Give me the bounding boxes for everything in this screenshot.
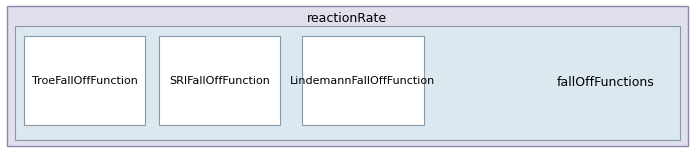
FancyBboxPatch shape	[7, 6, 688, 146]
FancyBboxPatch shape	[159, 36, 280, 125]
FancyBboxPatch shape	[302, 36, 424, 125]
Text: reactionRate: reactionRate	[307, 12, 388, 25]
FancyBboxPatch shape	[24, 36, 145, 125]
Text: SRIFallOffFunction: SRIFallOffFunction	[169, 76, 270, 86]
Text: LindemannFallOffFunction: LindemannFallOffFunction	[290, 76, 436, 86]
Text: fallOffFunctions: fallOffFunctions	[557, 76, 654, 89]
FancyBboxPatch shape	[15, 26, 680, 140]
Text: TroeFallOffFunction: TroeFallOffFunction	[31, 76, 138, 86]
